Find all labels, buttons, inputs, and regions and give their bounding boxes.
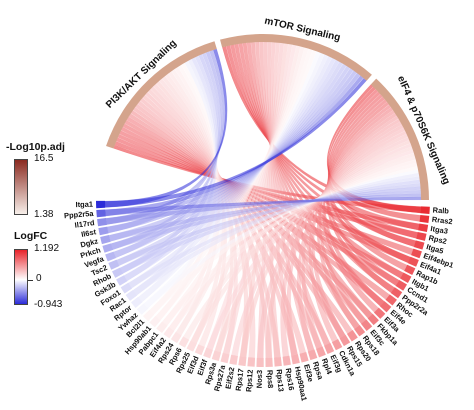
gene-arc-rpsa — [307, 349, 318, 361]
gene-arc-rps8 — [265, 357, 273, 367]
logfc-legend-title: LogFC — [14, 230, 48, 242]
gene-arc-rps3a — [211, 350, 222, 362]
gene-arc-itgb1 — [400, 272, 412, 283]
gene-arc-rps6 — [178, 336, 190, 348]
gene-label-rps12: Rps12 — [244, 369, 255, 392]
gene-arc-eif3g — [324, 342, 335, 355]
gene-arc-eif3a — [373, 307, 386, 319]
gene-arc-dgkz — [100, 235, 111, 245]
ribbon-itgb1-mtor-signaling — [238, 43, 404, 279]
pathway-arcs — [106, 34, 429, 200]
gene-arc-eif3d — [194, 344, 205, 356]
gene-arc-rps27a — [220, 352, 230, 364]
gene-arc-prkch — [102, 243, 114, 253]
gene-arc-bcl2l1 — [142, 309, 155, 322]
logfc-legend-zero-tick — [28, 280, 33, 281]
significance-legend-min: 1.38 — [34, 209, 54, 220]
gene-arc-fkbp1a — [367, 313, 379, 326]
gene-label-itga1: Itga1 — [75, 200, 93, 209]
gene-arc-rras2 — [419, 214, 430, 224]
ribbon-rps6-eif4-p70s6k-signaling — [183, 156, 416, 340]
gene-label-rps17: Rps17 — [234, 368, 246, 391]
pathway-arc-mtor-signaling — [220, 34, 372, 81]
logfc-legend-max: 1.192 — [34, 243, 60, 254]
gene-arc-itga5 — [413, 240, 425, 250]
gene-arc-rps13 — [274, 356, 282, 367]
gene-arc-rps2 — [416, 231, 427, 241]
gene-arc-ccnd1 — [395, 279, 408, 291]
gene-label-rps2: Rps2 — [428, 233, 448, 246]
gene-arc-eif4e — [379, 301, 392, 313]
gene-arc-ppp2r2a — [390, 287, 403, 299]
pathway-arc-pi3k-akt-signaling — [106, 41, 217, 149]
significance-legend-title: -Log10p.adj — [6, 141, 65, 153]
gene-label-ralb: Ralb — [432, 206, 449, 216]
gene-arc-rps20 — [346, 330, 358, 342]
pathway-arc-eif4-p70s6k-signaling — [370, 78, 429, 200]
gene-arcs — [96, 200, 430, 367]
gene-arc-rptor — [131, 296, 143, 308]
gene-arc-tsc2 — [108, 259, 120, 270]
gene-arc-eif3c — [361, 319, 373, 331]
gene-arc-gsk3b — [116, 275, 128, 286]
gene-arc-rps16 — [282, 355, 291, 366]
gene-arc-foxo1 — [120, 282, 133, 294]
gene-arc-itga3 — [418, 223, 429, 233]
gene-arc-rps17 — [238, 356, 247, 367]
gene-arc-rap1b — [404, 264, 416, 275]
gene-arc-vegfa — [105, 251, 117, 262]
gene-arc-ppp2r5a — [96, 209, 106, 218]
logfc-legend-bar — [14, 249, 28, 305]
gene-label-dgkz: Dgkz — [79, 236, 99, 249]
gene-arc-rac1 — [125, 289, 138, 301]
gene-arc-cdkn1a — [331, 339, 343, 351]
gene-arc-il17rd — [97, 218, 107, 227]
gene-arc-eif4ebp1 — [411, 248, 422, 259]
gene-arc-eif3e — [299, 351, 309, 363]
gene-label-rps16: Rps16 — [284, 367, 296, 391]
gene-arc-eif4a1 — [407, 256, 419, 267]
gene-label-il17rd: Il17rd — [74, 218, 95, 230]
gene-label-eif2s2: Eif2s2 — [223, 366, 236, 389]
ribbon-il17rd-pi3k-akt-signaling — [105, 49, 226, 225]
gene-label-eif3e: Eif3e — [302, 363, 315, 383]
gene-label-nos3: Nos3 — [255, 370, 264, 388]
gene-arc-rhoc — [385, 294, 397, 306]
gene-arc-rps24 — [170, 331, 182, 344]
ribbon-il6st-pi3k-akt-signaling — [107, 51, 224, 234]
ribbon-rhob-eif4-p70s6k-signaling — [120, 179, 421, 274]
significance-legend-bar — [14, 159, 28, 215]
gene-arc-il6st — [98, 226, 109, 236]
gene-arc-hsp90aa1 — [291, 354, 300, 365]
gene-label-il6st: Il6st — [80, 227, 97, 239]
gene-label-itga3: Itga3 — [430, 224, 449, 236]
gene-arc-ralb — [420, 206, 430, 215]
gene-label-rps8: Rps8 — [265, 370, 275, 389]
gene-arc-rhob — [112, 267, 124, 278]
gene-arc-rps18 — [354, 324, 366, 337]
gene-arc-hsp90ab1 — [149, 315, 161, 328]
gene-arc-rps25 — [186, 340, 197, 352]
gene-arc-rps12 — [247, 357, 256, 367]
gene-arc-itga1 — [96, 200, 106, 209]
gene-label-rras2: Rras2 — [431, 215, 453, 226]
gene-arc-eif4a2 — [163, 326, 175, 339]
ribbon-pabpc1-eif4-p70s6k-signaling — [162, 162, 418, 326]
gene-arc-eif2s2 — [229, 354, 238, 365]
gene-arc-nos3 — [256, 357, 264, 367]
gene-arc-ywhaz — [136, 303, 149, 315]
gene-arc-rps15 — [339, 334, 351, 347]
gene-label-rps13: Rps13 — [275, 369, 286, 392]
chord-ribbons — [104, 41, 422, 359]
gene-label-ppp2r5a: Ppp2r5a — [64, 209, 95, 220]
significance-legend-max: 16.5 — [34, 153, 54, 164]
logfc-legend-mid: 0 — [36, 273, 42, 284]
gene-arc-pabpc1 — [156, 321, 168, 333]
ribbon-nos3-eif4-p70s6k-signaling — [256, 136, 410, 359]
gene-arc-rpl4 — [316, 346, 326, 358]
logfc-legend-min: -0.943 — [34, 299, 63, 310]
gene-arc-eif3f — [203, 347, 213, 359]
